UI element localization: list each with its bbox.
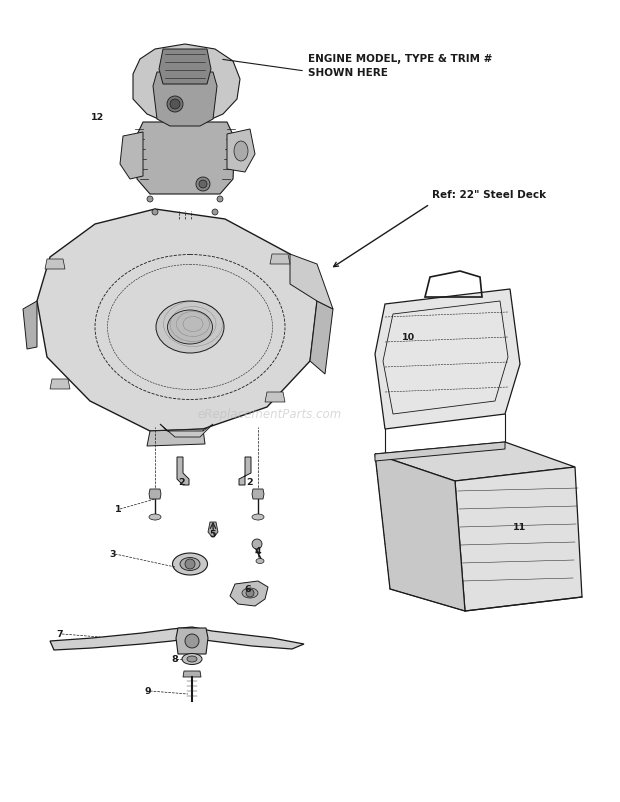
- Circle shape: [185, 634, 199, 648]
- Circle shape: [170, 100, 180, 110]
- Ellipse shape: [172, 553, 208, 575]
- Circle shape: [217, 196, 223, 203]
- Polygon shape: [176, 628, 208, 654]
- Text: ENGINE MODEL, TYPE & TRIM #
SHOWN HERE: ENGINE MODEL, TYPE & TRIM # SHOWN HERE: [308, 55, 492, 78]
- Polygon shape: [252, 489, 264, 500]
- Polygon shape: [153, 73, 217, 127]
- Ellipse shape: [149, 514, 161, 520]
- Polygon shape: [375, 443, 505, 461]
- Polygon shape: [37, 210, 317, 431]
- Polygon shape: [120, 133, 143, 180]
- Ellipse shape: [242, 588, 258, 598]
- Polygon shape: [265, 392, 285, 403]
- Circle shape: [147, 196, 153, 203]
- Polygon shape: [50, 627, 304, 650]
- Polygon shape: [135, 123, 235, 195]
- Ellipse shape: [252, 514, 264, 520]
- Circle shape: [152, 210, 158, 216]
- Ellipse shape: [180, 558, 200, 571]
- Text: 2: 2: [247, 478, 254, 487]
- Text: 9: 9: [144, 687, 151, 695]
- Text: 2: 2: [179, 478, 185, 487]
- Polygon shape: [208, 522, 218, 537]
- Text: 5: 5: [210, 530, 216, 539]
- Text: 11: 11: [513, 523, 526, 532]
- Polygon shape: [160, 424, 213, 437]
- Circle shape: [196, 178, 210, 192]
- Text: 1: 1: [115, 505, 122, 514]
- Text: 8: 8: [172, 654, 179, 664]
- Circle shape: [246, 589, 254, 597]
- Circle shape: [185, 559, 195, 569]
- Text: 6: 6: [245, 585, 251, 593]
- Text: 10: 10: [401, 333, 415, 342]
- Circle shape: [252, 539, 262, 549]
- Polygon shape: [133, 45, 240, 125]
- Text: 3: 3: [110, 550, 117, 559]
- Polygon shape: [159, 50, 211, 85]
- Polygon shape: [23, 302, 37, 350]
- Ellipse shape: [234, 142, 248, 162]
- Polygon shape: [149, 489, 161, 500]
- Text: eReplacementParts.com: eReplacementParts.com: [198, 408, 342, 421]
- Ellipse shape: [156, 302, 224, 354]
- Text: Ref: 22" Steel Deck: Ref: 22" Steel Deck: [432, 190, 546, 200]
- Polygon shape: [147, 429, 205, 447]
- Circle shape: [167, 97, 183, 113]
- Polygon shape: [183, 671, 201, 677]
- Ellipse shape: [182, 654, 202, 665]
- Text: 4: 4: [255, 547, 261, 556]
- Circle shape: [199, 180, 207, 188]
- Polygon shape: [50, 379, 70, 390]
- Ellipse shape: [167, 310, 213, 345]
- Polygon shape: [239, 457, 251, 485]
- Polygon shape: [290, 255, 333, 310]
- Circle shape: [212, 210, 218, 216]
- Polygon shape: [177, 457, 189, 485]
- Polygon shape: [227, 130, 255, 172]
- Ellipse shape: [187, 656, 197, 662]
- Polygon shape: [45, 260, 65, 269]
- Ellipse shape: [256, 559, 264, 564]
- Polygon shape: [270, 255, 290, 265]
- Polygon shape: [375, 443, 575, 481]
- Text: 7: 7: [56, 630, 63, 638]
- Polygon shape: [455, 468, 582, 611]
- Polygon shape: [375, 290, 520, 429]
- Polygon shape: [310, 302, 333, 375]
- Polygon shape: [230, 581, 268, 606]
- Text: 12: 12: [91, 113, 105, 123]
- Polygon shape: [375, 455, 465, 611]
